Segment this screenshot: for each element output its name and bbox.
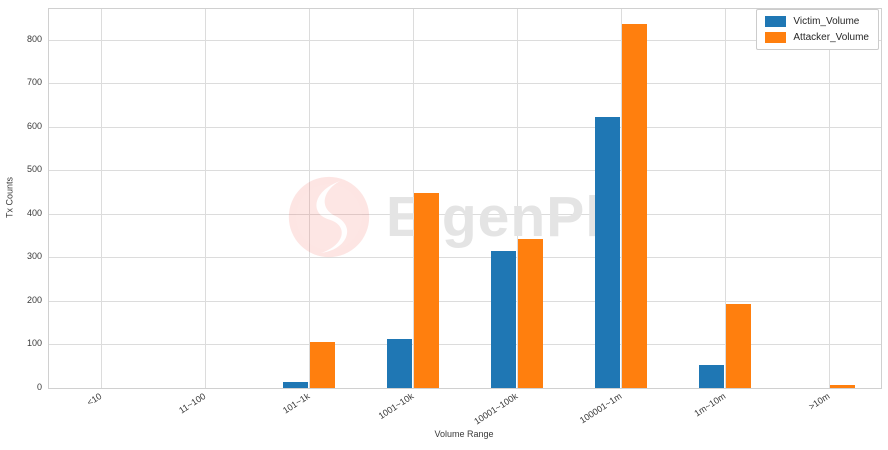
x-axis-tick-label: 1m~10m	[692, 391, 728, 419]
y-axis-tick-label: 500	[26, 164, 42, 175]
gridline-horizontal	[49, 39, 881, 41]
gridline-vertical	[101, 9, 102, 388]
y-axis-tick-label: 0	[36, 382, 42, 392]
x-axis-tick-label: 100001~1m	[577, 391, 624, 426]
gridline-horizontal	[49, 83, 881, 85]
y-axis-tick-label: 100	[26, 338, 42, 349]
gridline-horizontal	[49, 300, 881, 302]
gridline-vertical	[621, 9, 622, 388]
x-axis-tick-label: <10	[85, 391, 104, 408]
x-axis-tick-label: 11~100	[177, 391, 208, 416]
bar-attacker_volume	[518, 238, 543, 388]
bar-attacker_volume	[726, 304, 751, 388]
bar-victim_volume	[699, 365, 724, 388]
gridline-vertical	[309, 9, 310, 388]
y-axis-tick-label: 600	[26, 120, 42, 131]
legend-swatch-attacker-icon	[765, 32, 787, 43]
bar-victim_volume	[283, 381, 308, 388]
y-axis-tick-label: 700	[26, 77, 42, 88]
x-axis-tick-label: >10m	[806, 391, 832, 412]
legend-label-attacker: Attacker_Volume	[793, 32, 869, 43]
y-axis-tick-label: 300	[26, 251, 42, 262]
bar-attacker_volume	[310, 341, 335, 388]
bar-victim_volume	[491, 251, 516, 388]
x-axis-tick-label: 101~1k	[281, 391, 312, 416]
plot-area	[48, 8, 882, 389]
gridline-vertical	[517, 9, 518, 388]
y-axis-tick-label: 800	[26, 33, 42, 44]
gridline-horizontal	[49, 257, 881, 259]
gridline-vertical	[725, 9, 726, 388]
gridline-horizontal	[49, 344, 881, 346]
x-axis-tick-label: 10001~100k	[472, 391, 520, 427]
y-axis-tick-label: 200	[26, 294, 42, 305]
gridline-vertical	[205, 9, 206, 388]
x-axis-label: Volume Range	[434, 429, 494, 439]
gridline-horizontal	[49, 126, 881, 128]
legend: Victim_Volume Attacker_Volume	[756, 9, 879, 50]
legend-swatch-victim-icon	[765, 16, 787, 27]
bar-attacker_volume	[414, 192, 439, 388]
y-axis-tick-label: 400	[26, 207, 42, 218]
gridline-vertical	[413, 9, 414, 388]
gridline-horizontal	[49, 213, 881, 215]
legend-item-victim: Victim_Volume	[765, 16, 869, 27]
legend-label-victim: Victim_Volume	[793, 16, 860, 27]
gridline-vertical	[829, 9, 830, 388]
bar-attacker_volume	[622, 24, 647, 388]
bar-victim_volume	[595, 116, 620, 388]
bar-victim_volume	[387, 339, 412, 388]
legend-item-attacker: Attacker_Volume	[765, 32, 869, 43]
x-axis-tick-label: 1001~10k	[376, 391, 416, 422]
gridline-horizontal	[49, 170, 881, 172]
bar-attacker_volume	[830, 384, 855, 388]
y-axis-label: Tx Counts	[4, 177, 15, 219]
